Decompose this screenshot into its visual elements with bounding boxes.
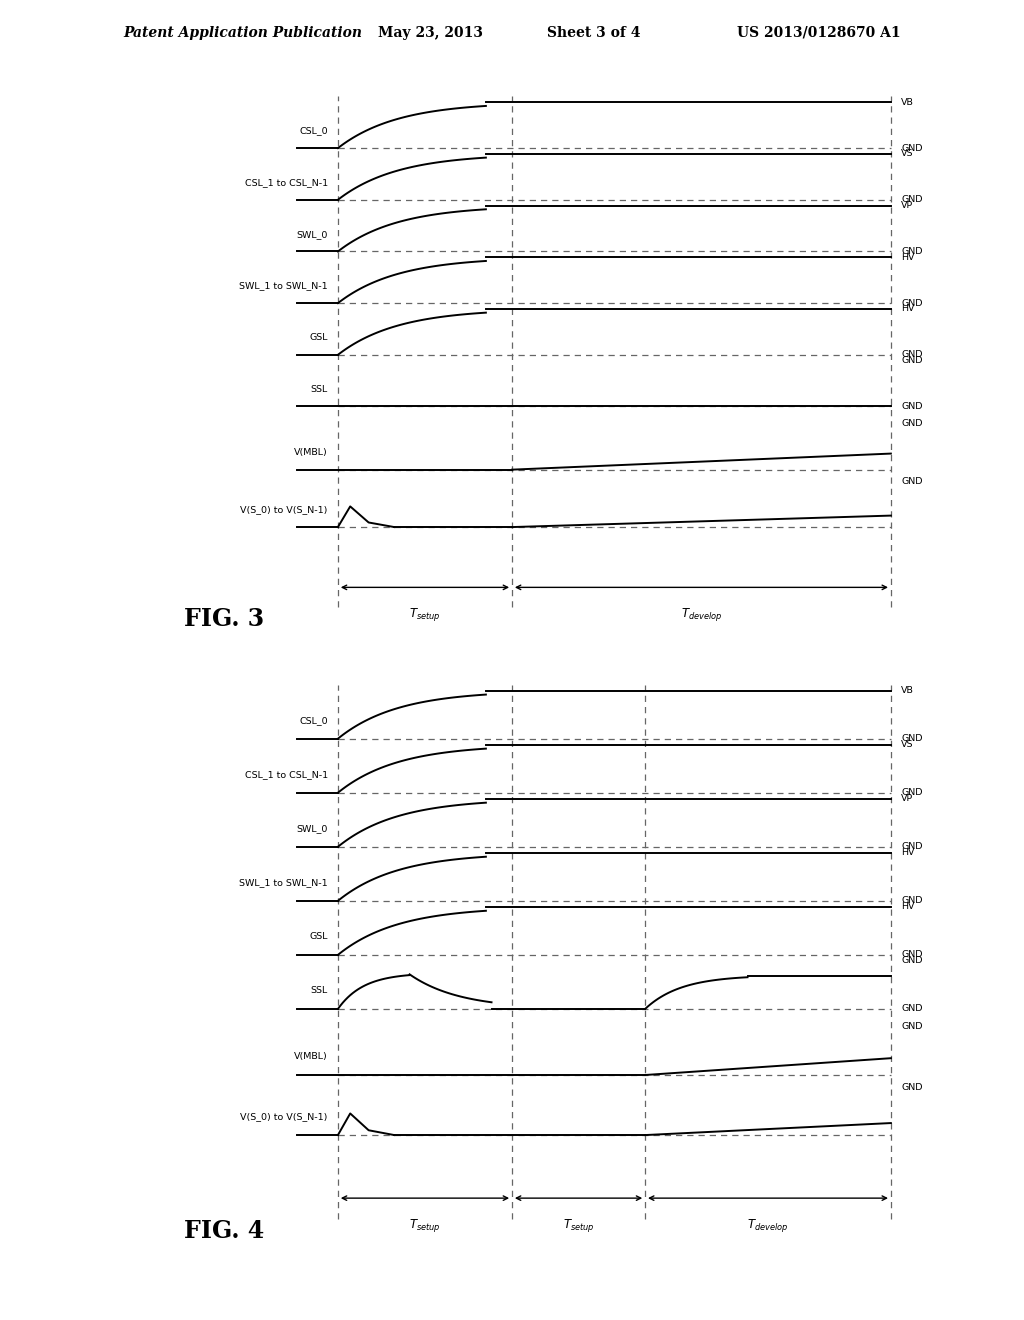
- Text: Sheet 3 of 4: Sheet 3 of 4: [547, 26, 641, 40]
- Text: $T_{develop}$: $T_{develop}$: [748, 1217, 788, 1234]
- Text: SWL_1 to SWL_N-1: SWL_1 to SWL_N-1: [239, 878, 328, 887]
- Text: GND: GND: [901, 420, 923, 428]
- Text: VP: VP: [901, 795, 913, 804]
- Text: VB: VB: [901, 98, 914, 107]
- Text: SSL: SSL: [310, 384, 328, 393]
- Text: GND: GND: [901, 403, 923, 411]
- Text: CSL_0: CSL_0: [299, 717, 328, 725]
- Text: GND: GND: [901, 195, 923, 205]
- Text: VP: VP: [901, 201, 913, 210]
- Text: GND: GND: [901, 477, 923, 486]
- Text: GND: GND: [901, 842, 923, 851]
- Text: VB: VB: [901, 686, 914, 696]
- Text: Patent Application Publication: Patent Application Publication: [123, 26, 361, 40]
- Text: GND: GND: [901, 356, 923, 366]
- Text: GND: GND: [901, 298, 923, 308]
- Text: $T_{setup}$: $T_{setup}$: [409, 1217, 441, 1234]
- Text: May 23, 2013: May 23, 2013: [378, 26, 482, 40]
- Text: GND: GND: [901, 950, 923, 960]
- Text: $T_{setup}$: $T_{setup}$: [409, 606, 441, 623]
- Text: GND: GND: [901, 1005, 923, 1014]
- Text: SWL_0: SWL_0: [296, 230, 328, 239]
- Text: GND: GND: [901, 247, 923, 256]
- Text: GND: GND: [901, 144, 923, 153]
- Text: HV: HV: [901, 903, 914, 911]
- Text: SWL_0: SWL_0: [296, 824, 328, 833]
- Text: GND: GND: [901, 1023, 923, 1031]
- Text: HV: HV: [901, 849, 914, 857]
- Text: V(S_0) to V(S_N-1): V(S_0) to V(S_N-1): [241, 506, 328, 515]
- Text: US 2013/0128670 A1: US 2013/0128670 A1: [737, 26, 901, 40]
- Text: GND: GND: [901, 896, 923, 906]
- Text: GND: GND: [901, 1082, 923, 1092]
- Text: SSL: SSL: [310, 986, 328, 995]
- Text: VS: VS: [901, 741, 913, 750]
- Text: CSL_1 to CSL_N-1: CSL_1 to CSL_N-1: [245, 178, 328, 187]
- Text: HV: HV: [901, 305, 914, 313]
- Text: CSL_0: CSL_0: [299, 127, 328, 136]
- Text: VS: VS: [901, 149, 913, 158]
- Text: GND: GND: [901, 734, 923, 743]
- Text: GSL: GSL: [309, 333, 328, 342]
- Text: FIG. 4: FIG. 4: [184, 1220, 264, 1243]
- Text: FIG. 3: FIG. 3: [184, 607, 264, 631]
- Text: V(S_0) to V(S_N-1): V(S_0) to V(S_N-1): [241, 1113, 328, 1122]
- Text: V(MBL): V(MBL): [294, 1052, 328, 1061]
- Text: GND: GND: [901, 957, 923, 965]
- Text: CSL_1 to CSL_N-1: CSL_1 to CSL_N-1: [245, 770, 328, 779]
- Text: GSL: GSL: [309, 932, 328, 941]
- Text: GND: GND: [901, 350, 923, 359]
- Text: SWL_1 to SWL_N-1: SWL_1 to SWL_N-1: [239, 281, 328, 290]
- Text: GND: GND: [901, 788, 923, 797]
- Text: V(MBL): V(MBL): [294, 447, 328, 457]
- Text: $T_{setup}$: $T_{setup}$: [562, 1217, 595, 1234]
- Text: HV: HV: [901, 252, 914, 261]
- Text: $T_{develop}$: $T_{develop}$: [681, 606, 722, 623]
